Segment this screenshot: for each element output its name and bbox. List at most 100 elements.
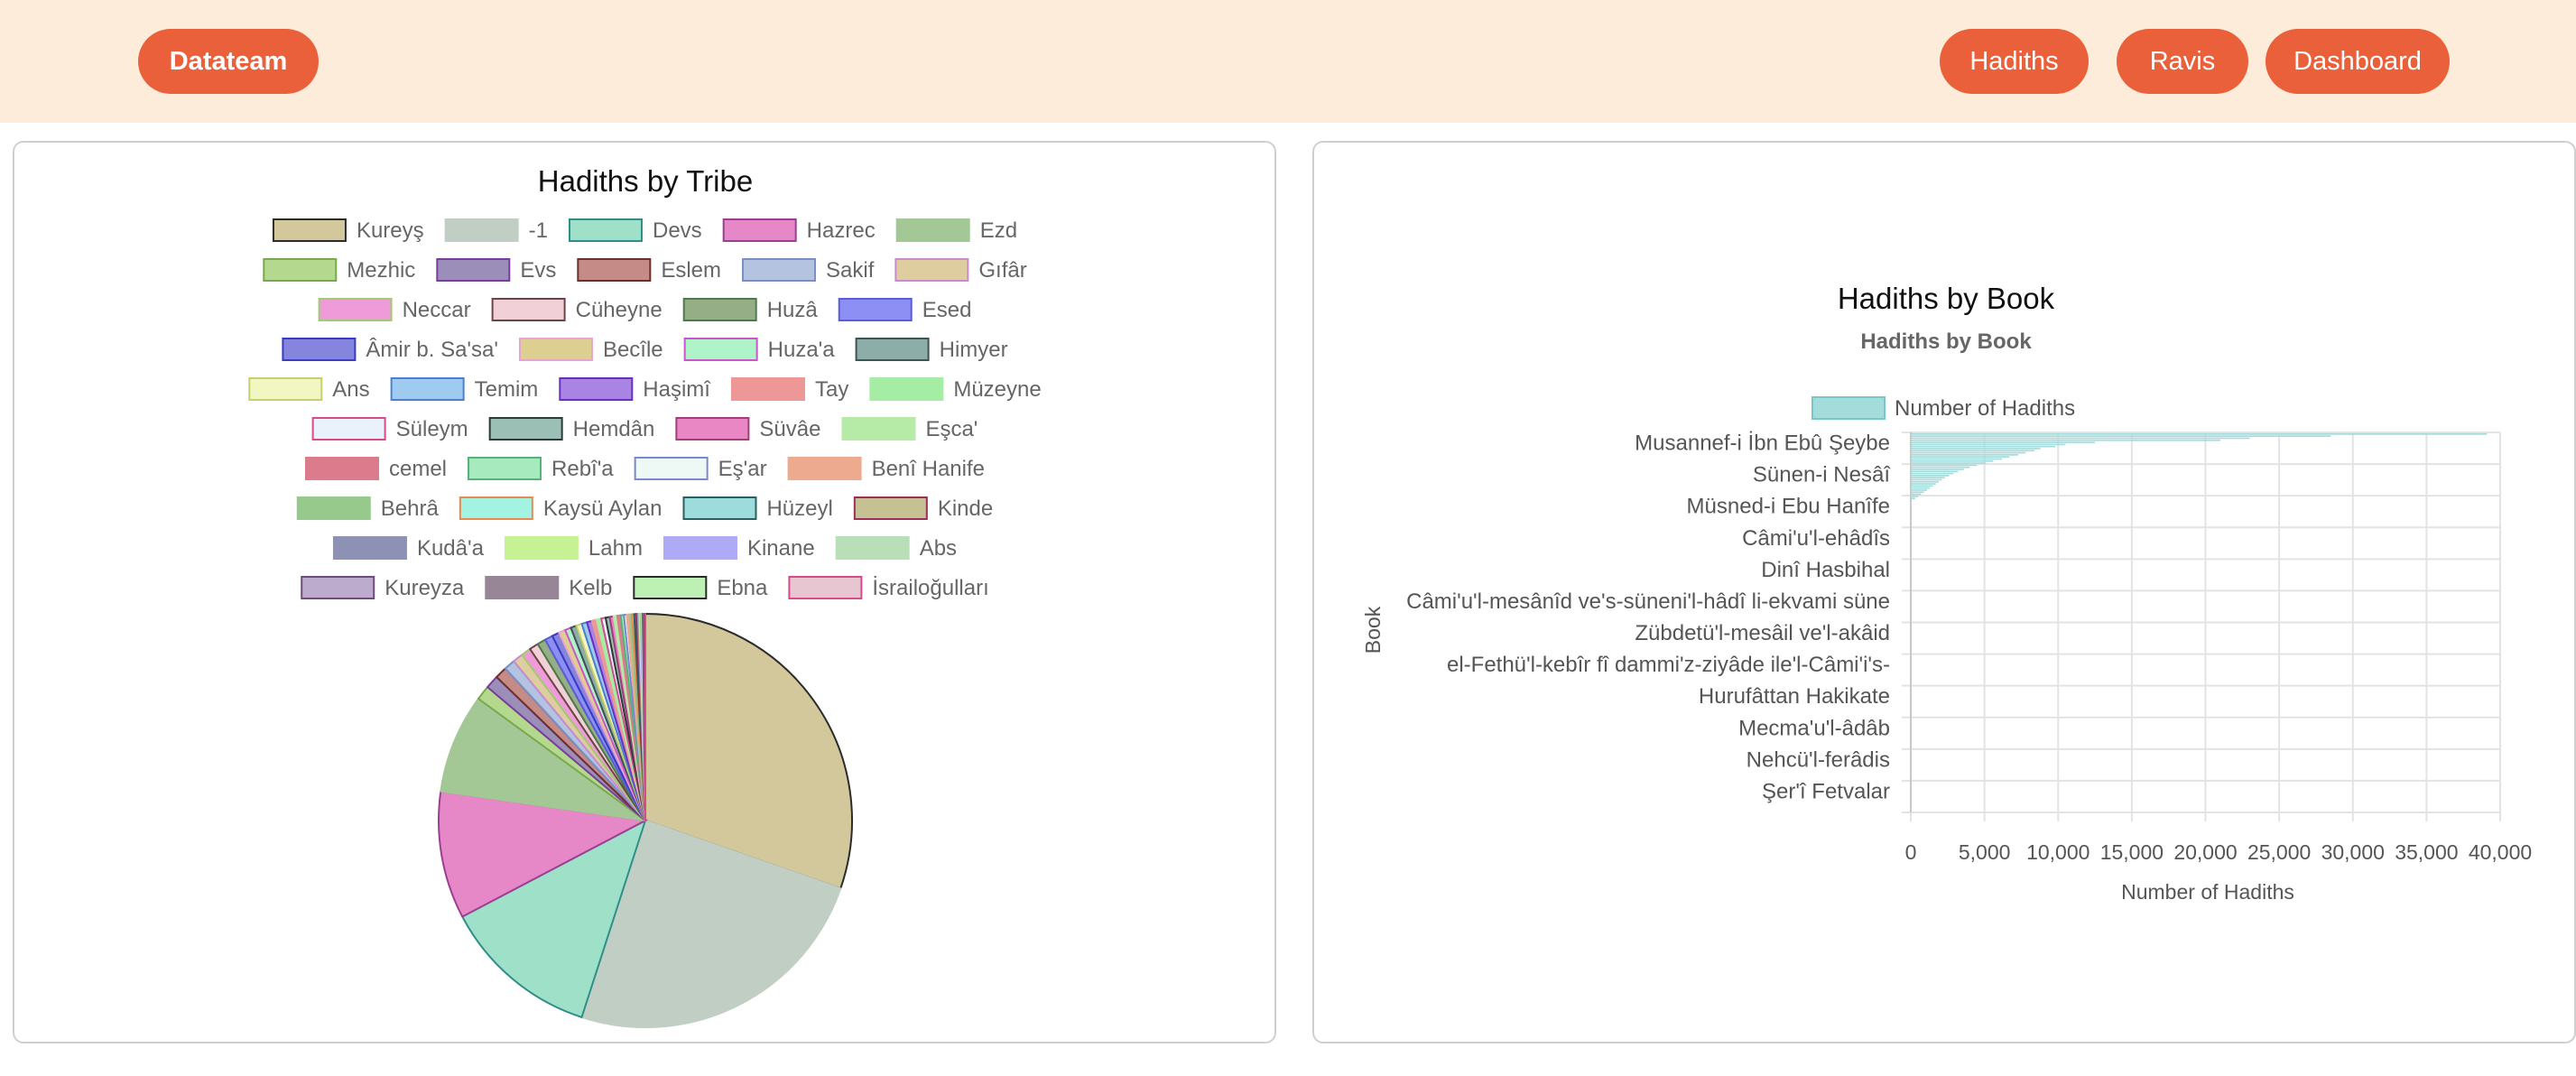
book-bar[interactable] bbox=[1911, 497, 1915, 499]
tribe-legend-temim[interactable]: Temim bbox=[390, 377, 539, 402]
tribe-legend-evs[interactable]: Evs bbox=[436, 258, 556, 283]
tribe-legend-kaysu-aylan[interactable]: Kaysü Aylan bbox=[459, 496, 663, 521]
tribe-legend-devs[interactable]: Devs bbox=[568, 218, 702, 243]
pie-slice-1[interactable] bbox=[580, 819, 842, 1028]
book-bar[interactable] bbox=[1911, 485, 1933, 487]
tribe-legend-cemel[interactable]: cemel bbox=[304, 457, 447, 481]
book-y-tick-label: Zübdetü'l-mesâil ve'l-akâid bbox=[1635, 621, 1890, 645]
book-bar[interactable] bbox=[1911, 478, 1942, 481]
tribe-legend-ans[interactable]: Ans bbox=[248, 377, 370, 402]
book-bar[interactable] bbox=[1911, 433, 2488, 435]
book-bar[interactable] bbox=[1911, 491, 1924, 494]
tribe-legend-kuda-a[interactable]: Kudâ'a bbox=[332, 536, 485, 561]
book-bar[interactable] bbox=[1911, 496, 1919, 497]
pie-slice-kureys[interactable] bbox=[644, 612, 853, 890]
tribe-legend-muzeyne[interactable]: Müzeyne bbox=[869, 377, 1042, 402]
tribe-legend-kureyza[interactable]: Kureyza bbox=[301, 576, 465, 600]
tribe-legend-tay[interactable]: Tay bbox=[730, 377, 848, 402]
tribe-legend-1[interactable]: -1 bbox=[444, 218, 548, 243]
tribe-legend-suvae[interactable]: Süvâe bbox=[675, 417, 820, 441]
book-bar[interactable] bbox=[1911, 448, 2041, 450]
tribe-legend-ezd[interactable]: Ezd bbox=[895, 218, 1017, 243]
tribe-legend-kinde[interactable]: Kinde bbox=[853, 496, 993, 521]
tribe-legend-kureys[interactable]: Kureyş bbox=[272, 218, 424, 243]
tribe-legend-esca[interactable]: Eşca' bbox=[841, 417, 978, 441]
book-bar[interactable] bbox=[1911, 487, 1931, 489]
tribe-legend-kureys-swatch bbox=[272, 218, 347, 242]
book-bar[interactable] bbox=[1911, 472, 1954, 475]
tribe-legend-sakif[interactable]: Sakif bbox=[742, 258, 875, 283]
book-bar[interactable] bbox=[1911, 468, 1964, 470]
tribe-legend-ezd-swatch bbox=[895, 218, 970, 242]
tribe-legend-evs-label: Evs bbox=[520, 258, 556, 283]
book-bar[interactable] bbox=[1911, 443, 2066, 446]
book-card-title: Hadiths by Book bbox=[1838, 282, 2055, 315]
tribe-legend-huza[interactable]: Huzâ bbox=[682, 298, 819, 322]
tribe-legend-ebna[interactable]: Ebna bbox=[633, 576, 768, 600]
tribe-legend-huzeyl[interactable]: Hüzeyl bbox=[682, 496, 833, 521]
book-y-tick-labels: Musannef-i İbn Ebû Şeybe Sünen-i Nesâî Müs… bbox=[1406, 431, 1891, 804]
tribe-legend-huza-a[interactable]: Huza'a bbox=[683, 338, 836, 362]
pie-slice-hazrec[interactable] bbox=[438, 790, 649, 918]
book-bar[interactable] bbox=[1911, 439, 2220, 441]
tribe-legend-kelb[interactable]: Kelb bbox=[485, 576, 612, 600]
tribe-legend-huza-label: Huzâ bbox=[767, 298, 819, 322]
tribe-legend-suleym[interactable]: Süleym bbox=[311, 417, 468, 441]
tribe-legend-muzeyne-label: Müzeyne bbox=[953, 377, 1041, 402]
book-bar[interactable] bbox=[1911, 462, 1987, 464]
book-bar[interactable] bbox=[1911, 464, 1978, 467]
book-bar[interactable] bbox=[1911, 456, 2010, 458]
book-bar[interactable] bbox=[1911, 454, 2019, 456]
book-bar[interactable] bbox=[1911, 475, 1950, 477]
tribe-legend-neccar[interactable]: Neccar bbox=[318, 298, 471, 322]
tribe-legend-rebi-a[interactable]: Rebî'a bbox=[468, 457, 614, 481]
book-bar[interactable] bbox=[1911, 451, 2026, 454]
tribe-legend-hemdan[interactable]: Hemdân bbox=[488, 417, 655, 441]
brand-button[interactable]: Datateam bbox=[138, 29, 319, 94]
tribe-legend-hasimi[interactable]: Haşimî bbox=[559, 377, 711, 402]
book-bar[interactable] bbox=[1911, 470, 1959, 473]
pie-slice-ezd[interactable] bbox=[440, 697, 646, 821]
book-legend-swatch[interactable] bbox=[1812, 396, 1886, 420]
tribe-legend-israilogullar[interactable]: İsrailoğulları bbox=[788, 576, 989, 600]
tribe-legend-eslem[interactable]: Eslem bbox=[577, 258, 721, 283]
book-bar[interactable] bbox=[1911, 437, 2250, 440]
book-bar[interactable] bbox=[1911, 445, 2055, 448]
book-bar[interactable] bbox=[1911, 458, 2003, 460]
book-bar[interactable] bbox=[1911, 483, 1936, 485]
tribe-legend-hazrec[interactable]: Hazrec bbox=[722, 218, 876, 243]
tribe-legend-abs[interactable]: Abs bbox=[835, 536, 957, 561]
tribe-legend-lahm[interactable]: Lahm bbox=[504, 536, 643, 561]
book-bar[interactable] bbox=[1911, 450, 2035, 452]
nav-ravis-button[interactable]: Ravis bbox=[2117, 29, 2248, 94]
tribe-legend-becile[interactable]: Becîle bbox=[518, 338, 663, 362]
book-bar[interactable] bbox=[1911, 459, 1994, 462]
tribe-legend-himyer[interactable]: Himyer bbox=[855, 338, 1008, 362]
tribe-legend-g-far[interactable]: Gıfâr bbox=[894, 258, 1027, 283]
tribe-legend-beni-hanife[interactable]: Benî Hanife bbox=[787, 457, 985, 481]
tribe-legend-es-ar[interactable]: Eş'ar bbox=[634, 457, 767, 481]
book-y-tick-label: Hurufâttan Hakikate bbox=[1699, 684, 1890, 709]
book-x-axis-label: Number of Hadiths bbox=[2121, 880, 2294, 904]
tribe-legend-esed[interactable]: Esed bbox=[838, 298, 972, 322]
pie-slice-devs[interactable] bbox=[460, 818, 647, 1019]
tribe-legend-mezhic[interactable]: Mezhic bbox=[263, 258, 415, 283]
tribe-legend-kinane[interactable]: Kinane bbox=[663, 536, 815, 561]
book-bar[interactable] bbox=[1911, 435, 2331, 437]
pie-slice-israilogullar[interactable] bbox=[644, 612, 646, 821]
book-legend-label[interactable]: Number of Hadiths bbox=[1895, 396, 2075, 421]
tribe-legend-abs-swatch bbox=[835, 536, 910, 560]
book-bar[interactable] bbox=[1911, 480, 1940, 483]
nav-dashboard-button[interactable]: Dashboard bbox=[2266, 29, 2450, 94]
book-bar[interactable] bbox=[1911, 477, 1945, 478]
book-bar[interactable] bbox=[1911, 466, 1970, 468]
tribe-legend-behra[interactable]: Behrâ bbox=[296, 496, 440, 521]
tribe-legend-amir-b-sa-sa[interactable]: Âmir b. Sa'sa' bbox=[282, 338, 498, 362]
nav-hadiths-button[interactable]: Hadiths bbox=[1940, 29, 2089, 94]
tribe-legend-ans-swatch bbox=[248, 377, 323, 401]
book-bar[interactable] bbox=[1911, 441, 2096, 443]
tribe-legend-cuheyne[interactable]: Cüheyne bbox=[491, 298, 663, 322]
book-bar[interactable] bbox=[1911, 493, 1922, 496]
book-bar[interactable] bbox=[1911, 489, 1927, 491]
book-x-tick-label: 30,000 bbox=[2321, 840, 2385, 864]
